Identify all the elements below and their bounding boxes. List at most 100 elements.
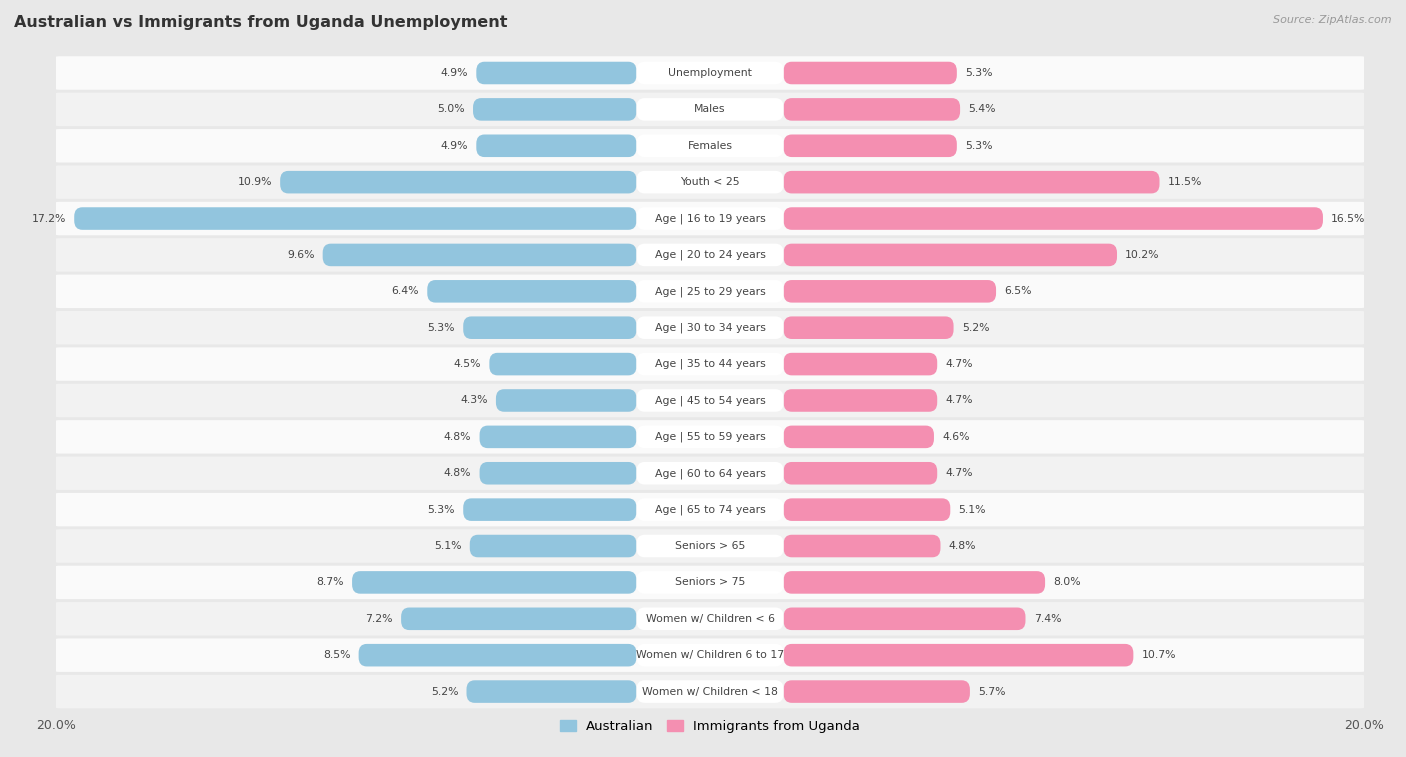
- FancyBboxPatch shape: [467, 681, 637, 702]
- FancyBboxPatch shape: [46, 384, 1374, 417]
- FancyBboxPatch shape: [46, 602, 1374, 636]
- Text: Age | 25 to 29 years: Age | 25 to 29 years: [655, 286, 765, 297]
- Text: 5.2%: 5.2%: [962, 322, 990, 333]
- Text: 10.2%: 10.2%: [1125, 250, 1160, 260]
- Text: 6.5%: 6.5%: [1004, 286, 1032, 296]
- Text: 5.2%: 5.2%: [430, 687, 458, 696]
- FancyBboxPatch shape: [46, 456, 1374, 490]
- Text: 17.2%: 17.2%: [32, 213, 66, 223]
- FancyBboxPatch shape: [783, 207, 1323, 230]
- FancyBboxPatch shape: [637, 498, 783, 521]
- Text: 7.2%: 7.2%: [366, 614, 392, 624]
- FancyBboxPatch shape: [46, 56, 1374, 90]
- Text: Seniors > 65: Seniors > 65: [675, 541, 745, 551]
- Text: 7.4%: 7.4%: [1033, 614, 1062, 624]
- FancyBboxPatch shape: [489, 353, 637, 375]
- Text: 5.3%: 5.3%: [427, 322, 456, 333]
- Text: Age | 45 to 54 years: Age | 45 to 54 years: [655, 395, 765, 406]
- FancyBboxPatch shape: [46, 92, 1374, 126]
- FancyBboxPatch shape: [783, 244, 1116, 266]
- FancyBboxPatch shape: [427, 280, 637, 303]
- FancyBboxPatch shape: [46, 129, 1374, 163]
- FancyBboxPatch shape: [637, 135, 783, 157]
- Text: 4.7%: 4.7%: [945, 359, 973, 369]
- FancyBboxPatch shape: [46, 347, 1374, 381]
- FancyBboxPatch shape: [463, 316, 637, 339]
- FancyBboxPatch shape: [322, 244, 637, 266]
- Text: 4.6%: 4.6%: [942, 431, 970, 442]
- Text: Women w/ Children 6 to 17: Women w/ Children 6 to 17: [636, 650, 785, 660]
- FancyBboxPatch shape: [783, 681, 970, 702]
- FancyBboxPatch shape: [359, 644, 637, 666]
- Text: 8.0%: 8.0%: [1053, 578, 1081, 587]
- Text: 8.5%: 8.5%: [323, 650, 350, 660]
- FancyBboxPatch shape: [783, 425, 934, 448]
- Text: 10.9%: 10.9%: [238, 177, 271, 187]
- FancyBboxPatch shape: [637, 207, 783, 230]
- Legend: Australian, Immigrants from Uganda: Australian, Immigrants from Uganda: [554, 715, 866, 738]
- FancyBboxPatch shape: [46, 529, 1374, 562]
- FancyBboxPatch shape: [46, 638, 1374, 672]
- Text: 4.7%: 4.7%: [945, 395, 973, 406]
- FancyBboxPatch shape: [637, 389, 783, 412]
- FancyBboxPatch shape: [637, 608, 783, 630]
- FancyBboxPatch shape: [477, 135, 637, 157]
- FancyBboxPatch shape: [479, 462, 637, 484]
- Text: 5.1%: 5.1%: [434, 541, 461, 551]
- FancyBboxPatch shape: [472, 98, 637, 120]
- Text: 5.0%: 5.0%: [437, 104, 465, 114]
- FancyBboxPatch shape: [783, 498, 950, 521]
- FancyBboxPatch shape: [637, 681, 783, 702]
- FancyBboxPatch shape: [46, 493, 1374, 526]
- Text: 6.4%: 6.4%: [392, 286, 419, 296]
- FancyBboxPatch shape: [470, 534, 637, 557]
- Text: 4.8%: 4.8%: [444, 431, 471, 442]
- Text: 5.4%: 5.4%: [969, 104, 995, 114]
- FancyBboxPatch shape: [75, 207, 637, 230]
- FancyBboxPatch shape: [783, 389, 938, 412]
- Text: Seniors > 75: Seniors > 75: [675, 578, 745, 587]
- FancyBboxPatch shape: [46, 674, 1374, 709]
- Text: Males: Males: [695, 104, 725, 114]
- FancyBboxPatch shape: [637, 534, 783, 557]
- Text: 4.9%: 4.9%: [440, 141, 468, 151]
- Text: 4.5%: 4.5%: [454, 359, 481, 369]
- FancyBboxPatch shape: [783, 316, 953, 339]
- FancyBboxPatch shape: [637, 280, 783, 303]
- Text: 4.8%: 4.8%: [949, 541, 976, 551]
- FancyBboxPatch shape: [783, 571, 1045, 593]
- FancyBboxPatch shape: [783, 534, 941, 557]
- Text: 4.3%: 4.3%: [460, 395, 488, 406]
- Text: Age | 30 to 34 years: Age | 30 to 34 years: [655, 322, 765, 333]
- FancyBboxPatch shape: [46, 565, 1374, 599]
- FancyBboxPatch shape: [352, 571, 637, 593]
- FancyBboxPatch shape: [783, 171, 1160, 194]
- Text: 4.9%: 4.9%: [440, 68, 468, 78]
- Text: 4.8%: 4.8%: [444, 469, 471, 478]
- FancyBboxPatch shape: [637, 644, 783, 666]
- FancyBboxPatch shape: [479, 425, 637, 448]
- FancyBboxPatch shape: [463, 498, 637, 521]
- FancyBboxPatch shape: [783, 462, 938, 484]
- Text: Age | 55 to 59 years: Age | 55 to 59 years: [655, 431, 765, 442]
- FancyBboxPatch shape: [401, 608, 637, 630]
- FancyBboxPatch shape: [783, 644, 1133, 666]
- FancyBboxPatch shape: [637, 244, 783, 266]
- Text: 4.7%: 4.7%: [945, 469, 973, 478]
- Text: Females: Females: [688, 141, 733, 151]
- Text: Age | 35 to 44 years: Age | 35 to 44 years: [655, 359, 765, 369]
- Text: 8.7%: 8.7%: [316, 578, 344, 587]
- FancyBboxPatch shape: [46, 238, 1374, 272]
- FancyBboxPatch shape: [783, 62, 957, 84]
- Text: 5.1%: 5.1%: [959, 505, 986, 515]
- FancyBboxPatch shape: [783, 608, 1025, 630]
- FancyBboxPatch shape: [783, 135, 957, 157]
- FancyBboxPatch shape: [280, 171, 637, 194]
- Text: Age | 16 to 19 years: Age | 16 to 19 years: [655, 213, 765, 224]
- FancyBboxPatch shape: [46, 166, 1374, 199]
- Text: Unemployment: Unemployment: [668, 68, 752, 78]
- FancyBboxPatch shape: [637, 316, 783, 339]
- FancyBboxPatch shape: [637, 425, 783, 448]
- FancyBboxPatch shape: [46, 311, 1374, 344]
- FancyBboxPatch shape: [637, 462, 783, 484]
